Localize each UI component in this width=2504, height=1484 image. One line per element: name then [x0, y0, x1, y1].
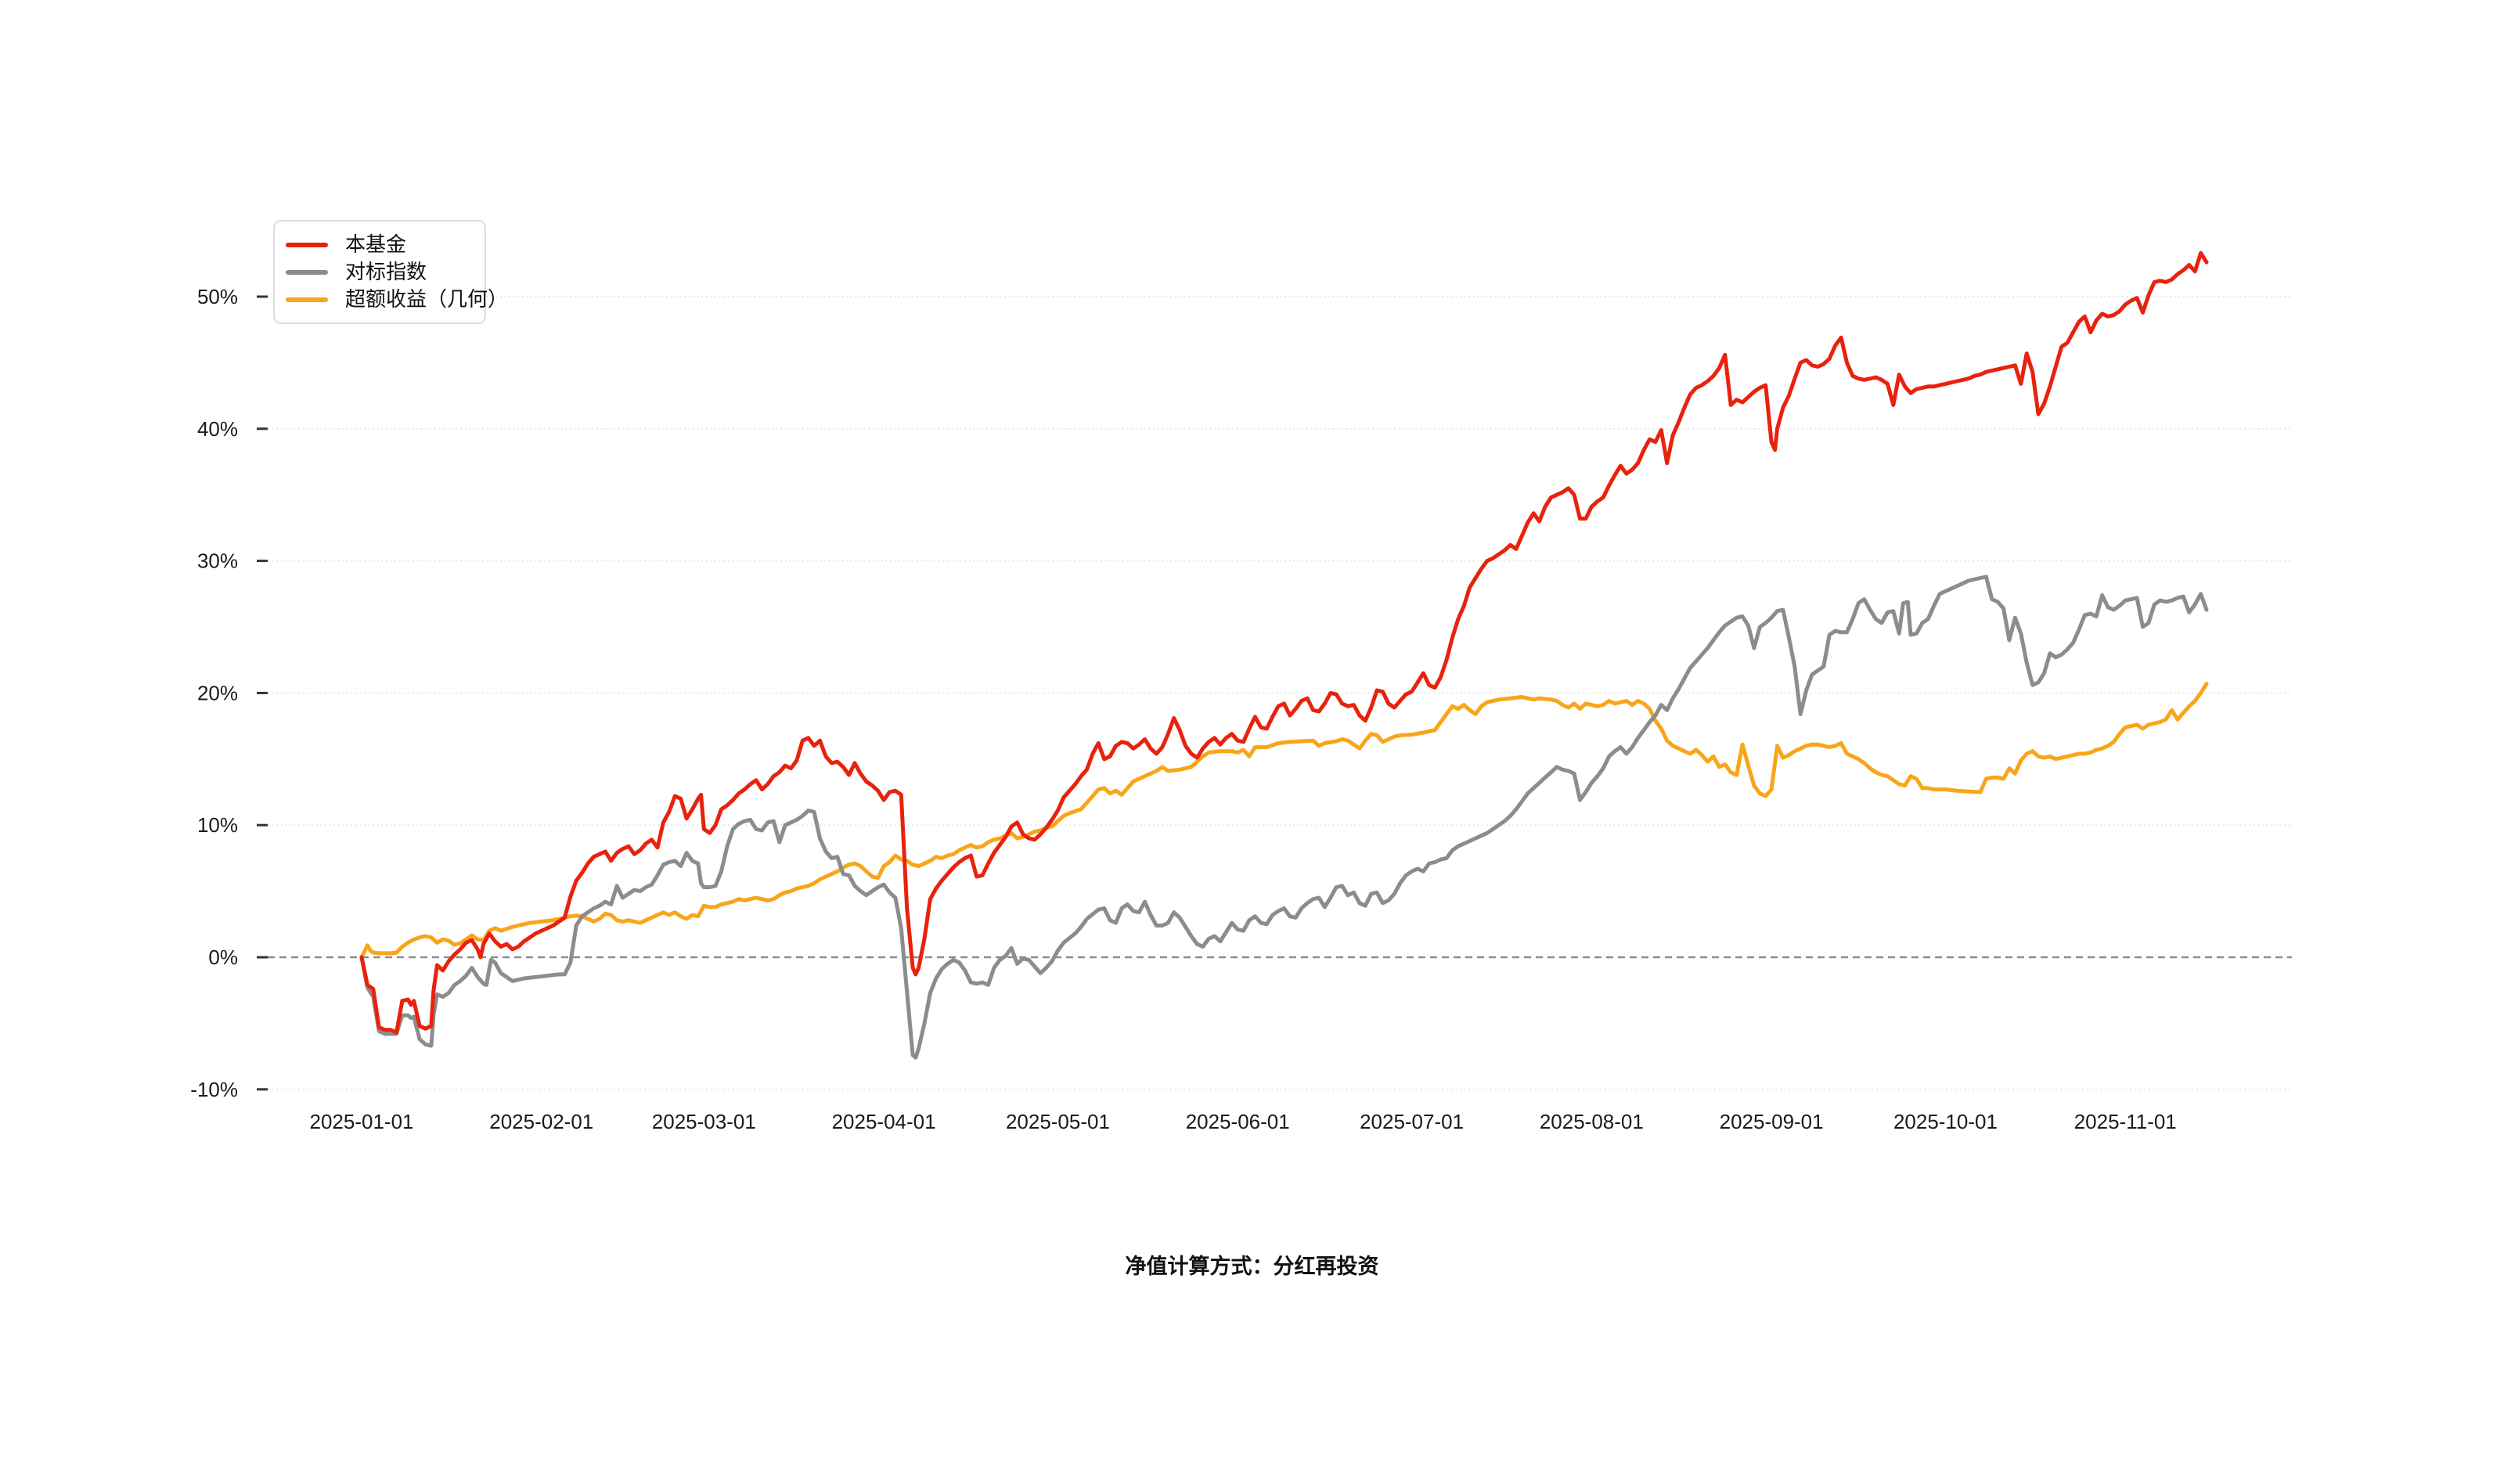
legend-swatch-excess_geometric — [286, 297, 328, 302]
x-axis-label: 2025-11-01 — [2074, 1110, 2177, 1133]
x-axis-label: 2025-02-01 — [489, 1110, 593, 1133]
series-line-fund — [359, 250, 2209, 1035]
series-line-excess_geometric — [359, 682, 2209, 960]
chart-legend: 本基金对标指数超额收益（几何） — [273, 220, 508, 324]
series-line-benchmark — [359, 575, 2209, 1060]
x-axis-label: 2025-04-01 — [832, 1110, 936, 1133]
x-axis-label: 2025-09-01 — [1720, 1110, 1824, 1133]
legend-item-benchmark[interactable]: 对标指数 — [286, 258, 474, 286]
y-axis-label: 30% — [197, 549, 238, 573]
y-axis-label: 40% — [197, 417, 238, 441]
x-axis-label: 2025-03-01 — [652, 1110, 756, 1133]
y-axis-label: 0% — [208, 946, 238, 969]
x-axis-label: 2025-05-01 — [1006, 1110, 1110, 1133]
legend-label-fund: 本基金 — [345, 232, 407, 256]
x-axis-label: 2025-10-01 — [1893, 1110, 1998, 1133]
chart-caption: 净值计算方式：分红再投资 — [1125, 1255, 1379, 1278]
legend-label-excess_geometric: 超额收益（几何） — [345, 287, 509, 311]
x-axis-label: 2025-06-01 — [1186, 1110, 1290, 1133]
legend-label-benchmark: 对标指数 — [345, 260, 427, 283]
x-axis-label: 2025-07-01 — [1360, 1110, 1464, 1133]
legend-item-excess_geometric[interactable]: 超额收益（几何） — [286, 286, 508, 313]
y-axis-label: 10% — [197, 813, 238, 837]
legend-swatch-fund — [286, 242, 328, 247]
legend-item-fund[interactable]: 本基金 — [286, 231, 474, 258]
x-axis-label: 2025-01-01 — [310, 1110, 414, 1133]
y-axis-label: 50% — [197, 285, 238, 308]
x-axis-label: 2025-08-01 — [1540, 1110, 1644, 1133]
y-axis-label: 20% — [197, 681, 238, 704]
y-axis-label: -10% — [190, 1078, 238, 1101]
legend-swatch-benchmark — [286, 269, 328, 275]
